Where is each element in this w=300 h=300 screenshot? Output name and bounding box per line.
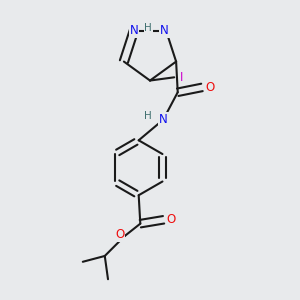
Text: H: H xyxy=(145,22,152,33)
Text: N: N xyxy=(130,24,138,38)
Text: O: O xyxy=(205,81,214,94)
Text: H: H xyxy=(144,111,152,121)
Text: N: N xyxy=(160,24,169,38)
Text: O: O xyxy=(167,213,176,226)
Text: O: O xyxy=(115,228,124,241)
Text: N: N xyxy=(159,112,168,126)
Text: I: I xyxy=(180,71,183,84)
